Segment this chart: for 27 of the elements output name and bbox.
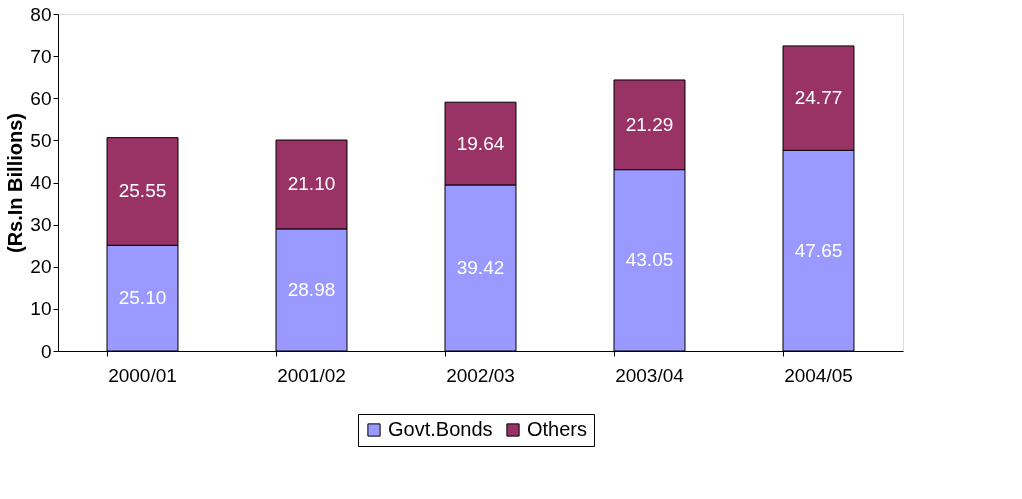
x-tick-label: 2002/03: [446, 364, 515, 386]
y-tick-label: 10: [30, 298, 52, 320]
data-label: 21.10: [287, 173, 336, 195]
data-label: 47.65: [794, 239, 843, 261]
y-tick-label: 60: [30, 87, 52, 109]
y-tick-label: 80: [30, 3, 52, 25]
data-label: 25.55: [118, 180, 167, 202]
legend-label: Govt.Bonds: [388, 418, 493, 440]
y-tick-label: 30: [30, 214, 52, 236]
data-label: 43.05: [625, 249, 674, 271]
y-tick-label: 20: [30, 256, 52, 278]
y-tick-label: 40: [30, 172, 52, 193]
x-tick-label: 2000/01: [108, 364, 177, 386]
data-label: 28.98: [287, 278, 336, 300]
data-label: 21.29: [625, 113, 674, 135]
data-label: 25.10: [118, 287, 167, 309]
y-tick-label: 70: [30, 45, 52, 67]
y-axis-title: (Rs.In Billions): [4, 113, 27, 253]
y-tick-label: 50: [30, 129, 52, 151]
x-tick-label: 2001/02: [277, 364, 346, 386]
y-tick-label: 0: [40, 340, 52, 362]
x-tick-label: 2004/05: [784, 364, 853, 386]
x-tick-label: 2003/04: [615, 364, 685, 386]
data-label: 24.77: [794, 87, 843, 109]
legend-label: Others: [527, 418, 588, 440]
data-label: 39.42: [456, 256, 505, 278]
data-label: 19.64: [456, 132, 505, 154]
